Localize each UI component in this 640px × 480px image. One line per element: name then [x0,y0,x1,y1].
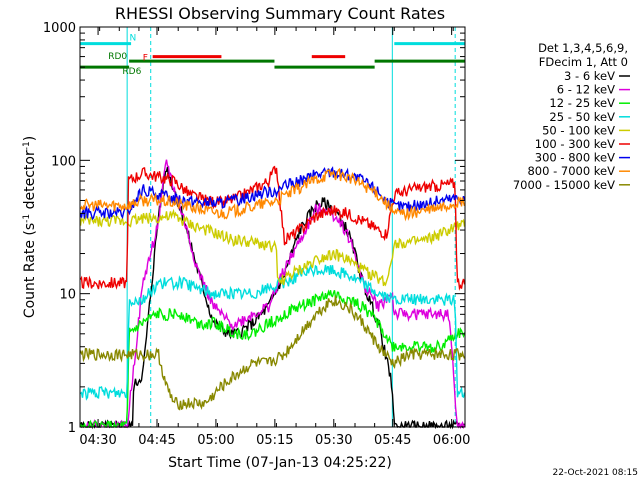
legend-label-2: 12 - 25 keV [549,96,615,110]
flag-label-rd0: RD0 [108,52,127,62]
ylabel-mid: detector [22,150,38,214]
series-line-3 [80,263,466,401]
x-tick-label-4: 05:30 [315,433,352,448]
x-tick-label-0: 04:30 [79,433,116,448]
observing-flags: NF RD0 RD6 [80,34,465,77]
legend-label-8: 7000 - 15000 keV [513,178,615,192]
x-tick-label-1: 04:45 [138,433,175,448]
flag-label-f: F [143,54,148,64]
plot-frame [79,26,466,428]
x-axis: 04:30 04:45 05:00 05:15 05:30 05:45 06:00 [79,27,470,448]
y-axis: 1 10 100 1000 [43,21,465,436]
series-line-8 [79,295,466,411]
legend-label-6: 300 - 800 keV [535,151,615,165]
x-tick-label-2: 05:00 [197,433,234,448]
series-line-1 [80,159,466,430]
legend-label-0: 3 - 6 keV [564,69,615,83]
y-tick-label-0: 1 [68,421,76,436]
x-tick-label-6: 06:00 [433,433,470,448]
x-axis-label: Start Time (07-Jan-13 04:25:22) [168,455,392,471]
timestamp: 22-Oct-2021 08:15 [553,468,638,478]
series-lines [79,159,466,430]
legend-label-7: 800 - 7000 keV [527,164,615,178]
flag-label-rd6: RD6 [122,67,141,77]
series-line-7 [79,167,466,222]
ylabel-end: ) [22,136,38,141]
plot-area [126,27,456,427]
y-axis-label: Count Rate (s-1 detector-1) [22,136,38,318]
ylabel-main: Count Rate (s [22,223,38,318]
y-tick-label-2: 100 [51,154,76,169]
flag-label-n: N [130,34,137,44]
legend-title-line-0: Det 1,3,4,5,6,9, [538,41,628,55]
legend: Det 1,3,4,5,6,9,FDecim 1, Att 03 - 6 keV… [513,41,630,192]
legend-label-1: 6 - 12 keV [557,83,615,97]
legend-label-3: 25 - 50 keV [549,110,615,124]
legend-label-4: 50 - 100 keV [542,123,615,137]
chart-title: RHESSI Observing Summary Count Rates [115,4,445,23]
y-tick-label-3: 1000 [43,21,76,36]
x-tick-label-5: 05:45 [374,433,411,448]
x-tick-label-3: 05:15 [256,433,293,448]
series-line-6 [79,166,466,221]
series-line-5 [79,165,466,291]
legend-title-line-1: FDecim 1, Att 0 [539,55,628,69]
ylabel-sup1: -1 [22,214,32,223]
series-line-2 [79,289,466,429]
ylabel-sup2: -1 [22,141,32,150]
legend-label-5: 100 - 300 keV [535,137,615,151]
y-tick-label-1: 10 [59,288,76,303]
series-line-4 [79,208,466,287]
